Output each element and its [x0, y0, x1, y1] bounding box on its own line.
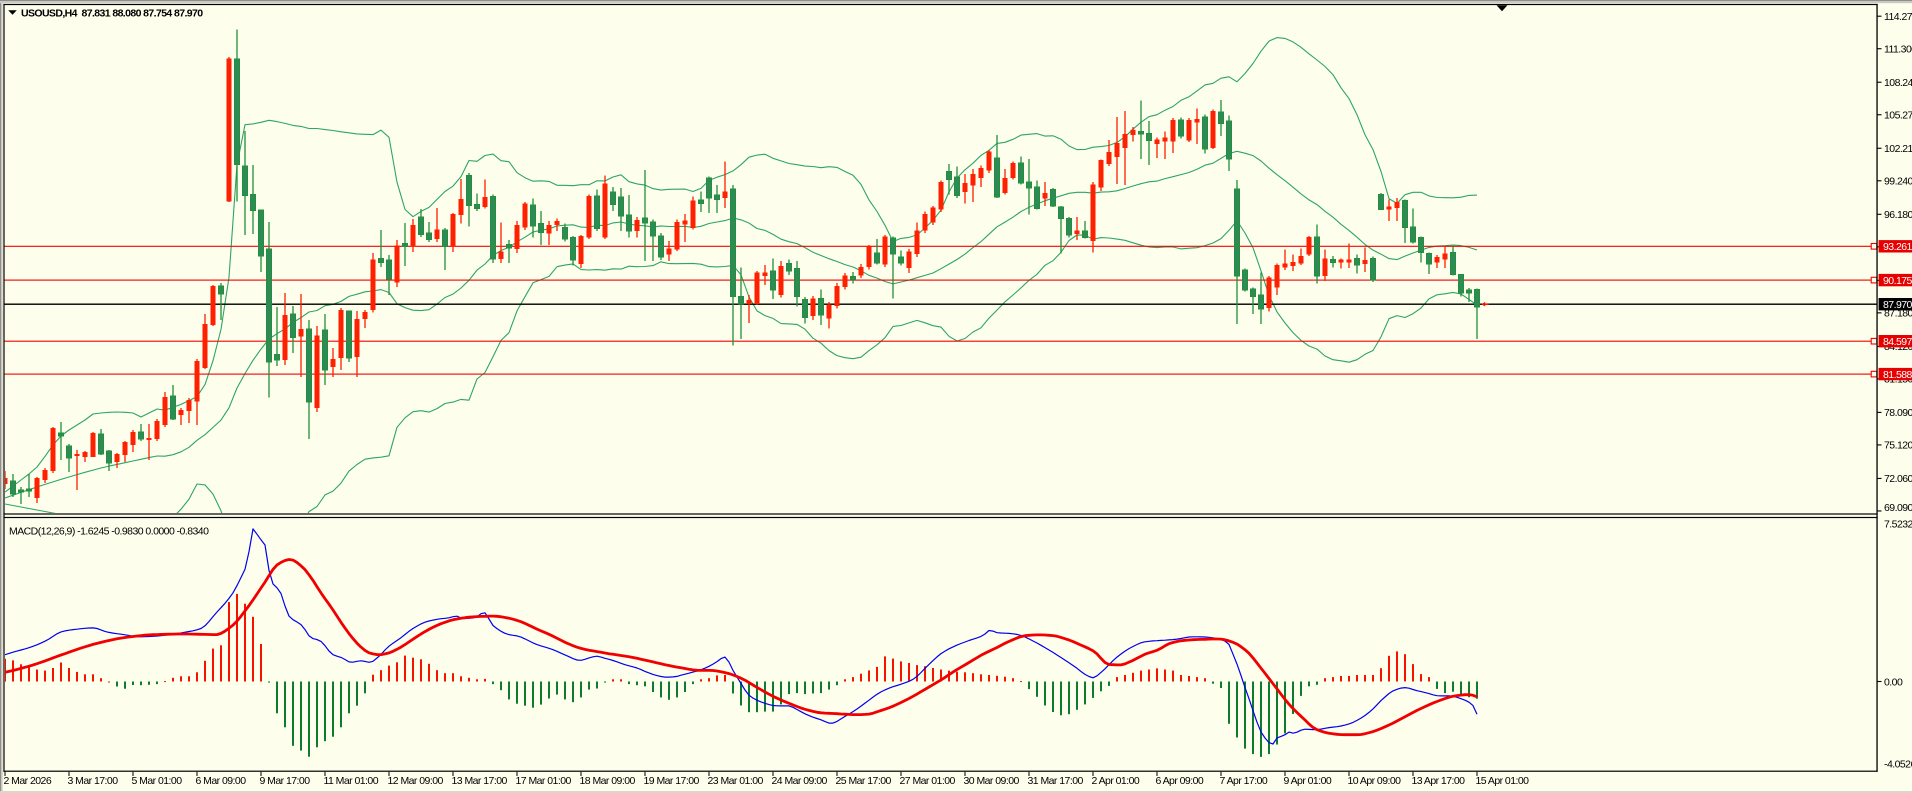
svg-text:24 Mar 09:00: 24 Mar 09:00	[772, 775, 828, 787]
svg-text:3 Mar 17:00: 3 Mar 17:00	[68, 775, 119, 787]
svg-text:87.970: 87.970	[1883, 299, 1912, 311]
svg-text:78.090: 78.090	[1884, 407, 1912, 419]
svg-text:10 Apr 09:00: 10 Apr 09:00	[1348, 775, 1402, 787]
svg-text:6 Apr 09:00: 6 Apr 09:00	[1156, 775, 1204, 787]
svg-text:23 Mar 01:00: 23 Mar 01:00	[708, 775, 764, 787]
svg-text:-4.0526: -4.0526	[1884, 758, 1912, 770]
svg-text:72.060: 72.060	[1884, 473, 1912, 485]
svg-text:81.588: 81.588	[1883, 369, 1912, 381]
svg-text:96.180: 96.180	[1884, 209, 1912, 221]
svg-text:17 Mar 01:00: 17 Mar 01:00	[516, 775, 572, 787]
svg-text:7 Apr 17:00: 7 Apr 17:00	[1220, 775, 1268, 787]
svg-text:99.240: 99.240	[1884, 176, 1912, 188]
svg-text:114.270: 114.270	[1884, 11, 1912, 23]
svg-text:13 Apr 17:00: 13 Apr 17:00	[1412, 775, 1466, 787]
svg-text:9 Apr 01:00: 9 Apr 01:00	[1284, 775, 1332, 787]
svg-text:27 Mar 01:00: 27 Mar 01:00	[900, 775, 956, 787]
svg-text:0.00: 0.00	[1884, 676, 1903, 688]
svg-text:USOUSD,H4 87.831 88.080 87.75: USOUSD,H4 87.831 88.080 87.754 87.970	[21, 8, 203, 20]
svg-text:19 Mar 17:00: 19 Mar 17:00	[644, 775, 700, 787]
svg-text:105.270: 105.270	[1884, 110, 1912, 122]
svg-text:18 Mar 09:00: 18 Mar 09:00	[580, 775, 636, 787]
svg-text:111.300: 111.300	[1884, 44, 1912, 56]
svg-text:6 Mar 09:00: 6 Mar 09:00	[196, 775, 247, 787]
svg-text:13 Mar 17:00: 13 Mar 17:00	[452, 775, 508, 787]
svg-text:2 Apr 01:00: 2 Apr 01:00	[1092, 775, 1140, 787]
svg-text:87.180: 87.180	[1884, 308, 1912, 320]
svg-text:30 Mar 09:00: 30 Mar 09:00	[964, 775, 1020, 787]
svg-text:31 Mar 17:00: 31 Mar 17:00	[1028, 775, 1084, 787]
svg-text:15 Apr 01:00: 15 Apr 01:00	[1476, 775, 1530, 787]
svg-text:2 Mar 2026: 2 Mar 2026	[4, 775, 52, 787]
svg-text:69.090: 69.090	[1884, 502, 1912, 514]
svg-text:MACD(12,26,9) -1.6245 -0.9830: MACD(12,26,9) -1.6245 -0.9830 0.0000 -0.…	[9, 525, 209, 537]
svg-text:9 Mar 17:00: 9 Mar 17:00	[260, 775, 311, 787]
svg-text:108.240: 108.240	[1884, 77, 1912, 89]
svg-text:5 Mar 01:00: 5 Mar 01:00	[132, 775, 183, 787]
svg-text:11 Mar 01:00: 11 Mar 01:00	[324, 775, 379, 787]
svg-text:102.210: 102.210	[1884, 143, 1912, 155]
svg-text:75.120: 75.120	[1884, 440, 1912, 452]
svg-text:84.597: 84.597	[1883, 336, 1912, 348]
svg-text:90.175: 90.175	[1883, 275, 1912, 287]
svg-text:12 Mar 09:00: 12 Mar 09:00	[388, 775, 444, 787]
svg-text:25 Mar 17:00: 25 Mar 17:00	[836, 775, 892, 787]
svg-text:7.5232: 7.5232	[1884, 518, 1912, 530]
svg-text:93.261: 93.261	[1883, 241, 1912, 253]
